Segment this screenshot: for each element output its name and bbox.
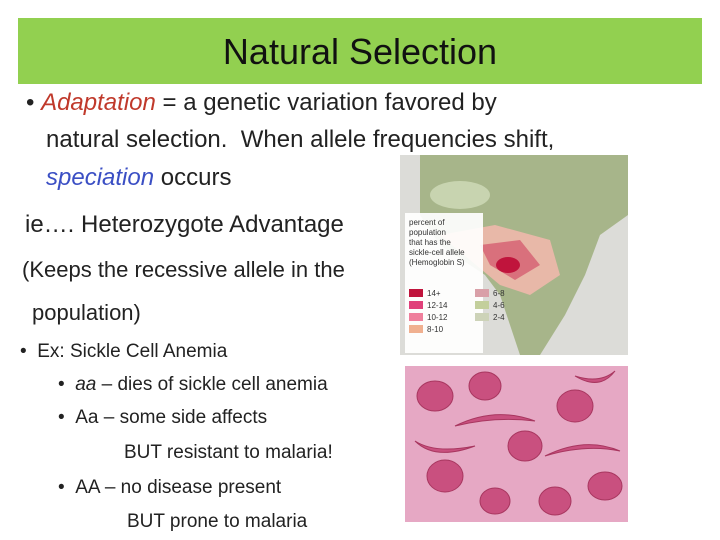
text: – some side affects — [103, 407, 268, 428]
legend-swatch — [409, 313, 423, 321]
legend-label: 2-4 — [493, 313, 505, 322]
note: population) — [32, 300, 141, 325]
text: occurs — [160, 164, 232, 191]
legend-swatch — [475, 289, 489, 297]
text: Ex: Sickle Cell Anemia — [37, 341, 228, 362]
term: speciation — [46, 164, 155, 191]
legend-title: sickle-cell allele — [409, 248, 465, 257]
list-item: • Aa – some side affects — [58, 407, 268, 428]
allele-zone — [496, 257, 520, 273]
example: ie…. Heterozygote Advantage — [25, 211, 344, 238]
genotype: AA — [75, 477, 100, 498]
title-bar — [18, 18, 702, 84]
legend-title: percent of — [409, 218, 445, 227]
term: Adaptation — [41, 89, 156, 116]
note: (Keeps the recessive allele in the — [22, 257, 345, 282]
text: BUT prone to malaria — [127, 511, 308, 532]
legend-label: 8-10 — [427, 325, 444, 334]
text: – no disease present — [104, 477, 282, 498]
legend-label: 14+ — [427, 289, 441, 298]
list-item: • AA – no disease present — [58, 477, 282, 498]
cells — [414, 370, 623, 516]
legend-label: 10-12 — [427, 313, 448, 322]
bullet-line: • Adaptation = a genetic variation favor… — [26, 89, 497, 116]
text: – dies of sickle cell anemia — [101, 374, 328, 395]
text: = a genetic variation favored by — [162, 89, 497, 116]
legend-label: 4-6 — [493, 301, 505, 310]
legend-label: 6-8 — [493, 289, 505, 298]
blood-cell-image — [405, 366, 628, 522]
text: natural selection. When allele frequenci… — [46, 126, 555, 153]
legend-swatch — [409, 289, 423, 297]
list-heading: • Ex: Sickle Cell Anemia — [20, 341, 228, 362]
legend-swatch — [475, 301, 489, 309]
legend-swatch — [409, 325, 423, 333]
legend-swatch — [475, 313, 489, 321]
genotype: aa — [75, 374, 97, 395]
text: BUT resistant to malaria! — [124, 442, 333, 463]
bullet-line: speciation occurs — [46, 166, 231, 190]
genotype: Aa — [75, 407, 99, 428]
legend-title: (Hemoglobin S) — [409, 258, 465, 267]
legend-title: population — [409, 228, 446, 237]
legend-label: 12-14 — [427, 301, 448, 310]
legend-swatch — [409, 301, 423, 309]
title: Natural Selection — [222, 31, 498, 72]
allele-zone — [430, 181, 490, 209]
legend-title: that has the — [409, 238, 451, 247]
list-item: • aa – dies of sickle cell anemia — [58, 374, 328, 395]
